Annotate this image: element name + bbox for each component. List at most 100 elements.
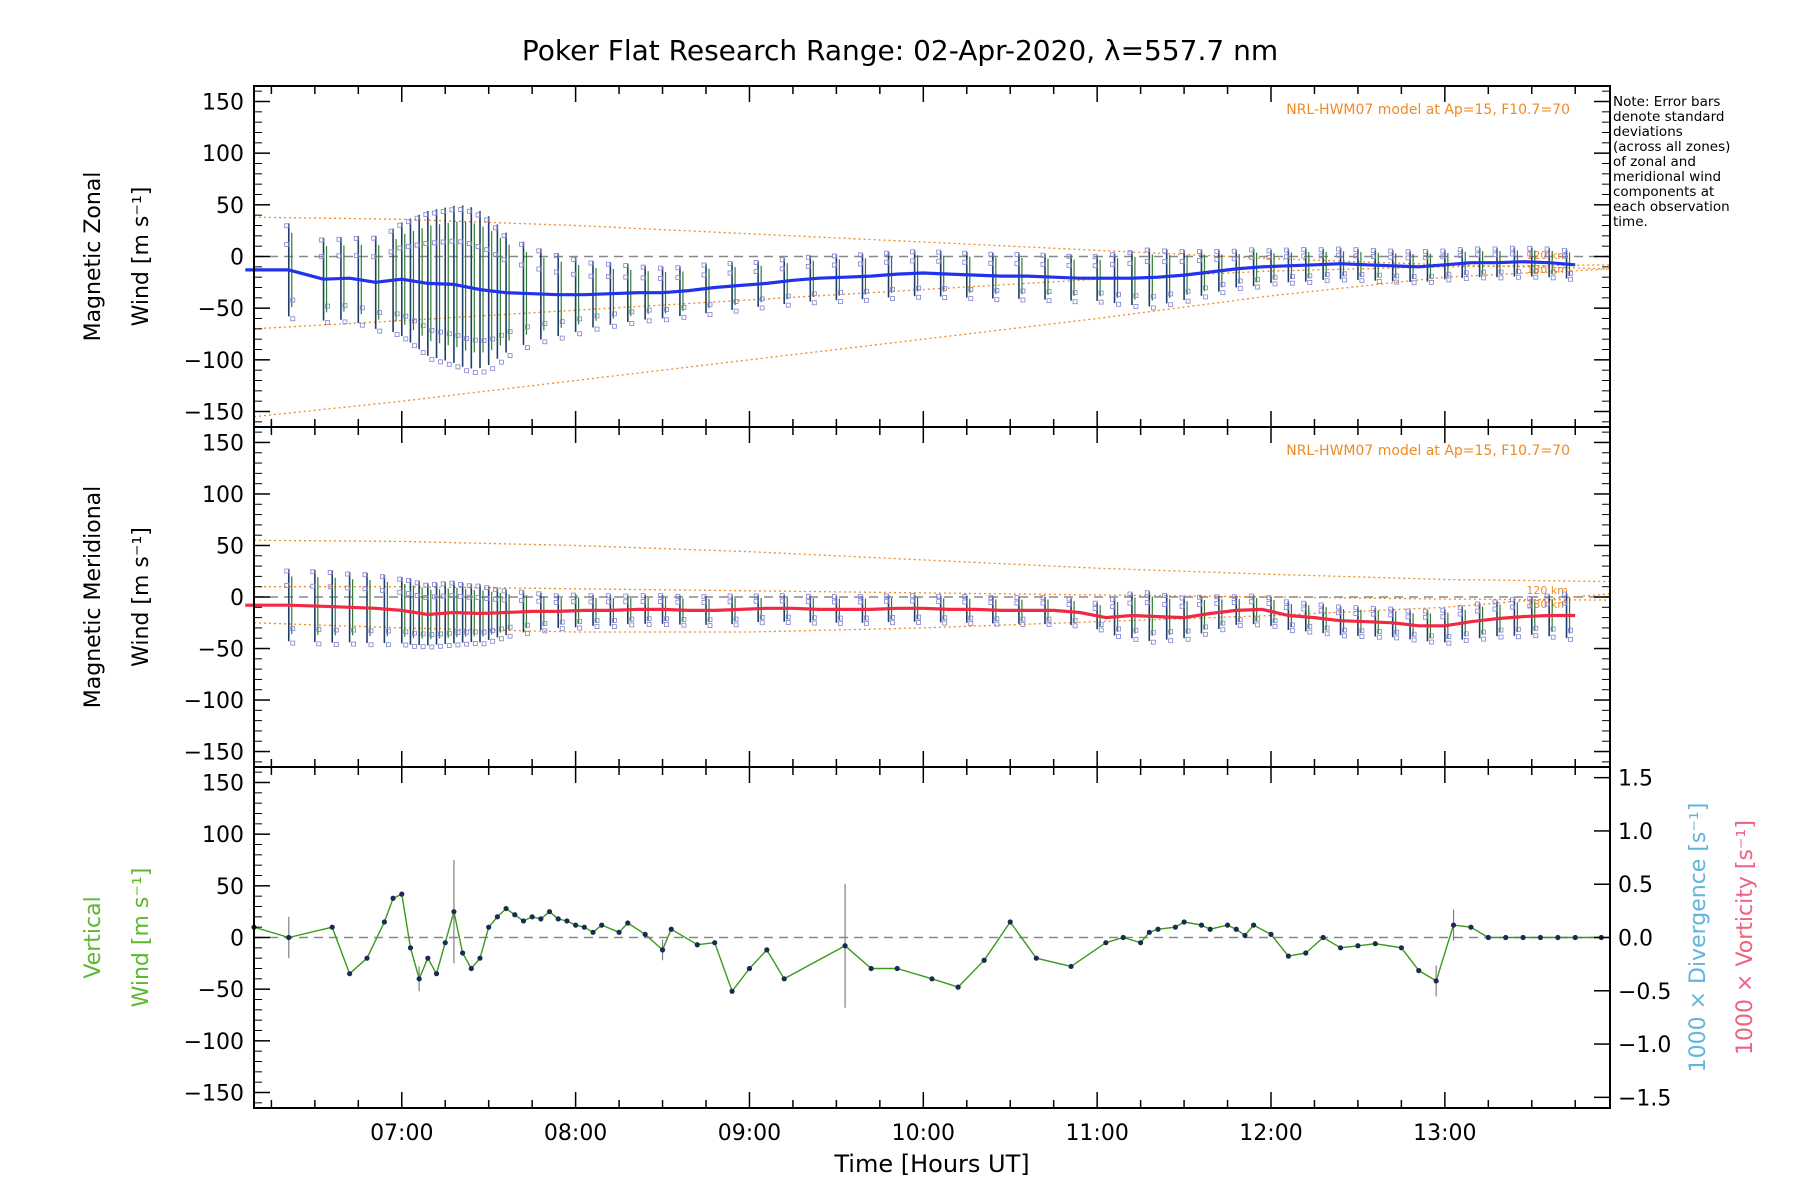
zone-point (1544, 246, 1550, 252)
zone-point (831, 594, 837, 600)
data-point (1224, 922, 1231, 928)
zone-point (623, 593, 629, 599)
zone-point (646, 616, 652, 622)
data-point (477, 955, 483, 961)
zone-point (594, 624, 600, 630)
zone-point (1185, 288, 1191, 294)
zone-point (1249, 254, 1255, 260)
zone-point (759, 620, 765, 626)
zone-point (368, 628, 374, 634)
zone-point (432, 210, 437, 216)
zone-point (1388, 254, 1394, 260)
zone-point (942, 620, 948, 626)
zone-point (1231, 256, 1237, 262)
zone-point (936, 599, 942, 605)
zone-point (1231, 248, 1237, 254)
zone-point (1446, 634, 1452, 639)
zone-point (1515, 274, 1521, 280)
zone-point (594, 313, 600, 319)
zone-point (1266, 601, 1272, 606)
zone-point (507, 633, 513, 639)
zone-point (1370, 611, 1376, 617)
zone-point (1457, 253, 1463, 258)
zone-point (864, 288, 869, 294)
data-point (1285, 953, 1291, 959)
zone-point (1110, 596, 1115, 602)
zone-point (420, 644, 426, 650)
zone-point (779, 598, 785, 604)
data-point (729, 988, 735, 994)
zone-point (1457, 247, 1463, 253)
zone-point (785, 614, 791, 620)
zone-point (1492, 246, 1498, 252)
data-point (451, 909, 457, 915)
zone-point (831, 262, 837, 268)
zone-point (1197, 258, 1202, 263)
zone-point (962, 250, 968, 256)
zone-point (492, 225, 498, 231)
zone-point (284, 241, 290, 247)
zone-point (406, 578, 411, 583)
zone-point (1324, 625, 1330, 631)
zone-point (1020, 622, 1026, 627)
zone-point (1353, 253, 1359, 259)
y-tick-label: −50 (198, 638, 244, 663)
zone-point (1463, 638, 1469, 643)
zone-point (420, 631, 426, 637)
y-tick-label: 0 (230, 927, 244, 952)
zone-point (1388, 248, 1394, 254)
zone-point (423, 582, 429, 588)
zone-point (753, 598, 759, 604)
data-point (468, 965, 474, 972)
data-point (433, 971, 440, 977)
data-point (929, 976, 935, 982)
zone-point (759, 614, 765, 620)
zone-point (910, 249, 916, 255)
zone-point (1116, 633, 1121, 639)
zone-point (890, 287, 895, 292)
y-axis-label: Vertical (81, 896, 106, 978)
zone-point (1376, 629, 1382, 634)
zone-point (1509, 245, 1515, 251)
zone-point (1127, 591, 1133, 597)
zone-point (290, 297, 296, 303)
zone-point (1249, 247, 1255, 253)
zone-point (640, 593, 646, 599)
zone-point (1046, 289, 1052, 294)
zone-point (623, 274, 629, 280)
zone-point (1185, 636, 1191, 642)
zone-point (359, 305, 365, 311)
zone-point (1110, 252, 1115, 258)
zone-point (458, 239, 464, 245)
zone-point (858, 261, 863, 267)
zone-point (968, 287, 974, 292)
zone-point (353, 235, 359, 241)
zone-point (466, 241, 472, 246)
zone-point (733, 622, 739, 628)
zone-point (464, 629, 470, 635)
data-point (1372, 941, 1378, 947)
zone-point (440, 593, 446, 599)
zone-point (1527, 603, 1533, 609)
zone-point (1475, 252, 1481, 258)
zone-point (988, 260, 994, 266)
zone-point (611, 624, 617, 630)
zone-point (910, 258, 916, 264)
zone-point (1527, 596, 1533, 602)
zone-point (284, 568, 290, 574)
zone-point (1289, 622, 1295, 628)
zone-point (1568, 627, 1573, 633)
data-point (1433, 978, 1439, 984)
zone-point (1429, 639, 1434, 645)
zone-point (1423, 249, 1428, 254)
zone-point (805, 254, 811, 260)
zone-point (1237, 278, 1243, 284)
zone-point (525, 622, 530, 628)
zone-point (988, 600, 994, 606)
zone-point (490, 628, 496, 633)
zone-point (290, 640, 296, 646)
zone-point (701, 262, 707, 268)
zone-point (1203, 624, 1208, 630)
zone-point (501, 233, 507, 239)
